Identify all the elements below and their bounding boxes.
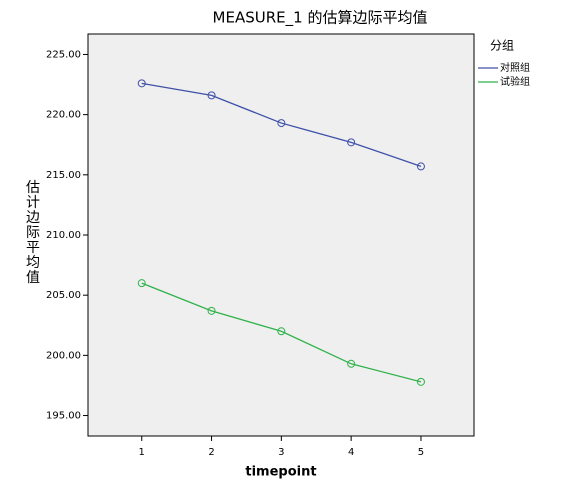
y-tick-label: 225.00: [46, 49, 81, 60]
x-tick-label: 1: [139, 447, 145, 458]
data-point: [347, 138, 356, 147]
series-line: [141, 82, 422, 168]
y-tick-label: 215.00: [46, 170, 81, 181]
legend-label: 对照组: [500, 61, 530, 74]
legend-title: 分组: [490, 39, 514, 53]
data-point: [207, 91, 216, 100]
y-tick-label: 205.00: [46, 290, 81, 301]
x-tick-label: 5: [418, 447, 424, 458]
data-point: [416, 377, 425, 386]
data-point: [137, 79, 146, 88]
data-point: [416, 162, 425, 171]
y-tick-label: 200.00: [46, 350, 81, 361]
x-tick-label: 2: [208, 447, 214, 458]
y-axis-label: 估计边际平均值: [24, 180, 40, 285]
y-tick-label: 220.00: [46, 110, 81, 121]
y-tick-label: 210.00: [46, 230, 81, 241]
data-point: [277, 327, 286, 336]
x-tick-label: 4: [348, 447, 354, 458]
data-point: [277, 119, 286, 128]
y-tick-label: 195.00: [46, 411, 81, 422]
data-point: [137, 279, 146, 288]
x-tick-label: 3: [278, 447, 284, 458]
data-point: [207, 306, 216, 315]
series-line: [141, 282, 422, 383]
x-axis-label: timepoint: [245, 465, 316, 480]
data-point: [347, 359, 356, 368]
chart-title: MEASURE_1 的估算边际平均值: [213, 9, 428, 28]
plot-area: [87, 33, 475, 437]
legend-label: 试验组: [500, 75, 530, 88]
